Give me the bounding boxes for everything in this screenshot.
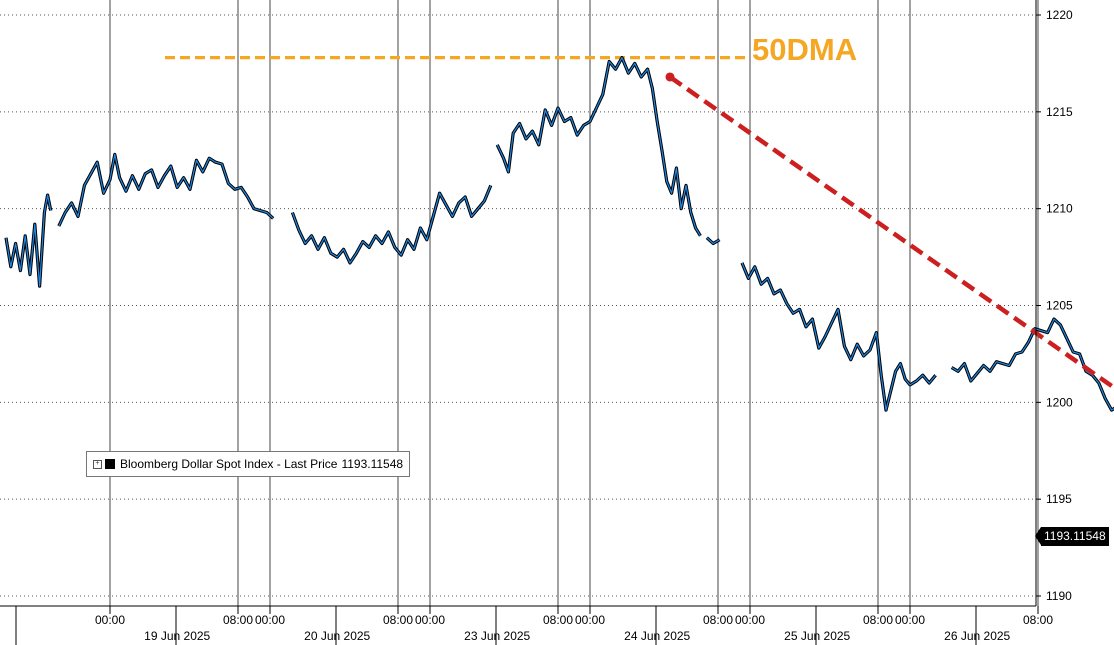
series-segment-outline bbox=[290, 184, 493, 265]
date-label: 23 Jun 2025 bbox=[464, 629, 530, 643]
series-segment-line bbox=[58, 153, 274, 227]
legend-expand-icon[interactable]: + bbox=[93, 459, 102, 469]
date-label: 26 Jun 2025 bbox=[944, 629, 1010, 643]
series-segment-line bbox=[706, 237, 720, 245]
series-segment-outline bbox=[740, 262, 937, 412]
x-tick-label: 08:00 bbox=[543, 613, 573, 627]
series-segment-line bbox=[291, 185, 492, 264]
legend: + Bloomberg Dollar Spot Index - Last Pri… bbox=[86, 451, 411, 477]
y-tick-label: 1205 bbox=[1046, 299, 1073, 313]
reference-line-label: 50DMA bbox=[752, 32, 858, 67]
y-tick-label: 1200 bbox=[1046, 395, 1073, 409]
series-segment-line bbox=[496, 56, 701, 237]
x-tick-label: 08:00 bbox=[703, 613, 733, 627]
series-segment-line bbox=[5, 194, 52, 287]
x-tick-label: 08:00 bbox=[383, 613, 413, 627]
x-tick-label: 08:00 bbox=[1023, 613, 1053, 627]
legend-swatch bbox=[105, 459, 115, 469]
trend-arrow-layer bbox=[665, 72, 1114, 391]
y-tick-label: 1210 bbox=[1046, 202, 1073, 216]
trend-arrow-line bbox=[668, 75, 1114, 391]
date-label: 25 Jun 2025 bbox=[784, 629, 850, 643]
x-tick-label: 00:00 bbox=[95, 613, 125, 627]
x-tick-label: 08:00 bbox=[863, 613, 893, 627]
legend-series-label: Bloomberg Dollar Spot Index - Last Price bbox=[120, 457, 338, 471]
x-tick-label: 08:00 bbox=[223, 613, 253, 627]
series-segment-line bbox=[741, 262, 937, 411]
y-tick-label: 1195 bbox=[1046, 492, 1072, 506]
date-label: 24 Jun 2025 bbox=[624, 629, 690, 643]
x-tick-label: 00:00 bbox=[735, 613, 765, 627]
x-tick-label: 00:00 bbox=[575, 613, 605, 627]
series-segment-line bbox=[951, 318, 1114, 411]
y-tick-label: 1215 bbox=[1046, 105, 1073, 119]
series-layer bbox=[4, 55, 1114, 412]
grid-layer bbox=[0, 0, 1039, 606]
date-label: 20 Jun 2025 bbox=[304, 629, 370, 643]
y-tick-label: 1190 bbox=[1046, 589, 1072, 603]
series-segment-outline bbox=[57, 152, 275, 227]
x-tick-label: 00:00 bbox=[255, 613, 285, 627]
series-segment-outline bbox=[495, 55, 702, 237]
legend-last-value: 1193.11548 bbox=[341, 457, 404, 471]
x-tick-label: 00:00 bbox=[895, 613, 925, 627]
date-label: 19 Jun 2025 bbox=[144, 629, 210, 643]
last-price-badge: 1193.11548 bbox=[1035, 527, 1109, 546]
x-tick-label: 00:00 bbox=[415, 613, 445, 627]
y-tick-label: 1220 bbox=[1046, 8, 1073, 22]
